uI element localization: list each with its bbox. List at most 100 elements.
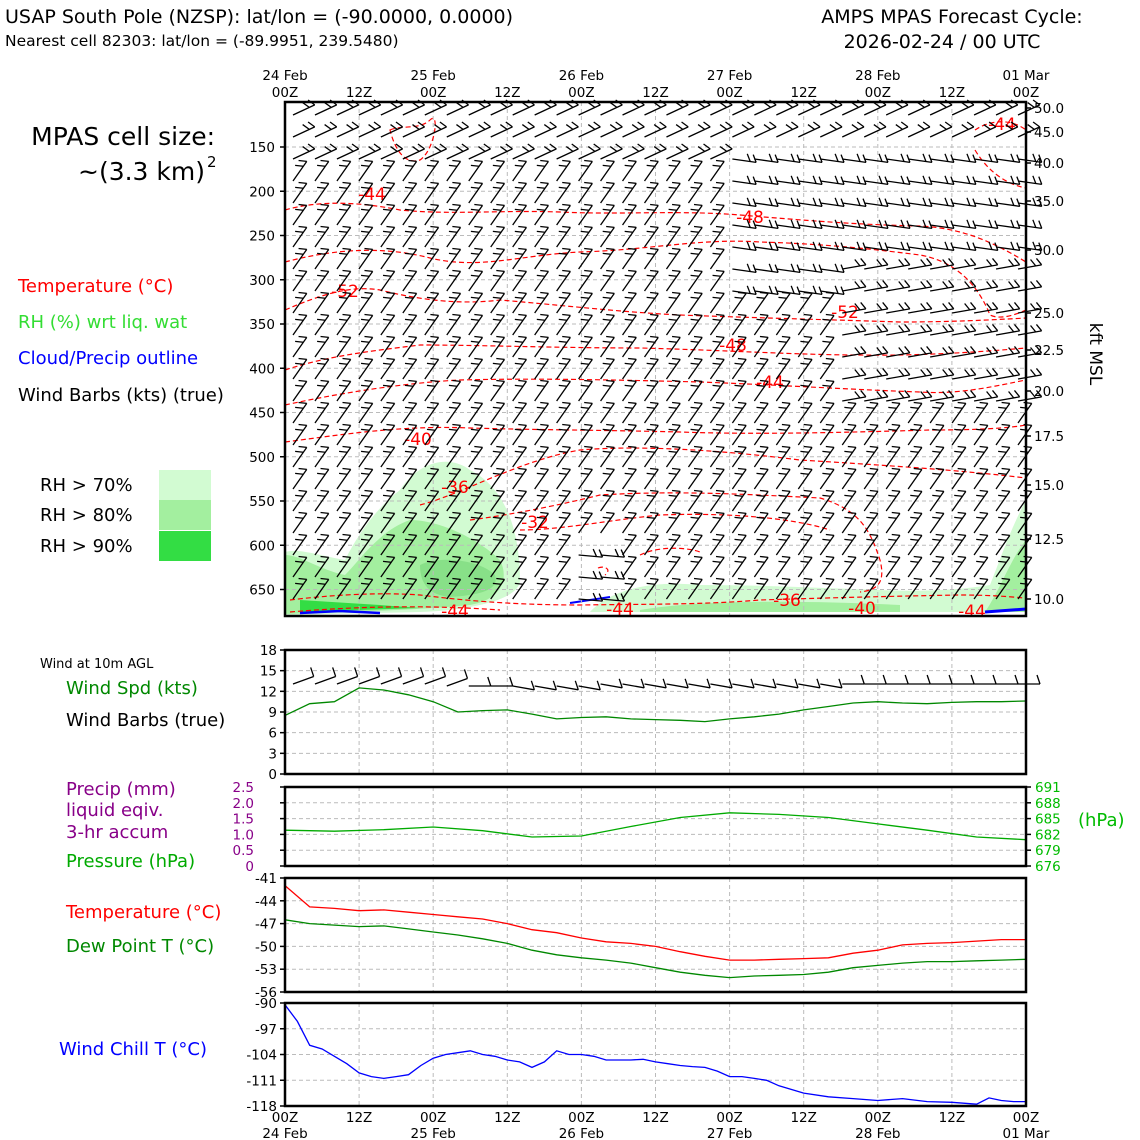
wind-barb-staff <box>709 424 725 446</box>
wind-barb <box>424 423 440 446</box>
wind-barb <box>687 555 703 578</box>
wind-barb <box>292 577 308 600</box>
wind-barb-staff <box>446 336 462 358</box>
wind-barb-flag <box>895 124 903 130</box>
wind-barb-flag <box>693 533 703 536</box>
wind-barb-staff <box>556 270 571 292</box>
wind-barb-staff <box>665 578 681 600</box>
wind-barb-staff <box>1017 352 1042 358</box>
wind-barb-flag <box>756 384 765 387</box>
wind-barb-flag <box>715 445 725 448</box>
wind-barb-flag <box>900 153 905 162</box>
wind-barb-staff <box>512 160 527 182</box>
wind-barb-flag <box>492 538 502 541</box>
wind-barb-staff <box>841 512 857 534</box>
wind-barb-flag <box>866 582 875 585</box>
wind-barb-staff <box>665 380 681 402</box>
wind-barb-flag <box>452 555 461 558</box>
wind-barb-flag <box>536 318 546 321</box>
wind-barb-flag <box>844 560 853 563</box>
wind-barb-staff <box>688 126 711 138</box>
wind-barb <box>292 121 316 138</box>
wind-barb-flag <box>580 208 589 211</box>
wind-barb-flag <box>926 368 933 376</box>
wind-barb-staff <box>468 512 484 534</box>
wind-barb <box>930 153 955 163</box>
wind-barb-flag <box>646 296 655 299</box>
wind-barb <box>732 263 757 273</box>
wind-barb-flag <box>448 472 458 475</box>
wind-barb-flag <box>360 318 370 321</box>
wind-barb-flag <box>935 511 944 514</box>
wind-barb-flag <box>426 384 436 387</box>
wind-barb-flag <box>342 269 351 272</box>
wind-barb-flag <box>628 489 637 492</box>
wind-barb <box>292 379 308 402</box>
wind-barb-flag <box>518 203 527 206</box>
wind-barb <box>995 368 1021 380</box>
wind-barb-flag <box>562 357 571 360</box>
surface-wind-barb <box>930 674 953 685</box>
wind-barb-flag <box>408 423 417 426</box>
wind-barb-staff <box>995 534 1011 556</box>
wind-barb-staff <box>908 246 933 251</box>
wind-barb-staff <box>732 104 755 116</box>
wind-barb <box>490 467 506 490</box>
wind-barb-flag <box>891 445 901 448</box>
wind-barb <box>600 467 615 490</box>
wind-barb-staff <box>797 292 813 314</box>
wind-barb-staff <box>490 468 506 490</box>
wind-barb-flag <box>712 230 721 233</box>
wind-barb-flag <box>778 362 787 365</box>
wind-barb-staff <box>600 598 625 602</box>
wind-barb-flag <box>562 467 571 470</box>
wind-barb-staff <box>578 468 593 490</box>
wind-barb-flag <box>675 146 684 152</box>
wind-barb-flag <box>671 445 681 448</box>
bottom-date-label: 24 Feb <box>262 1126 307 1140</box>
wind-barb-staff <box>886 286 910 292</box>
wind-barb-staff <box>534 446 549 468</box>
rh-legend-swatch <box>159 531 211 561</box>
wind-barb-flag <box>492 230 502 233</box>
wind-barb-flag <box>606 335 615 338</box>
wind-barb-flag <box>988 197 993 206</box>
wind-barb <box>798 197 823 207</box>
wind-barb-flag <box>602 230 611 233</box>
wind-barb-flag <box>1035 324 1043 332</box>
wind-barb-flag <box>768 219 773 228</box>
wind-barb <box>687 247 703 270</box>
wind-barb-flag <box>474 555 483 558</box>
wind-barb-staff <box>995 264 1020 270</box>
wind-barb <box>490 313 506 336</box>
wind-barb-flag <box>492 186 502 189</box>
wind-barb-flag <box>562 181 571 184</box>
wind-barb <box>973 533 989 556</box>
wind-barb-flag <box>668 472 677 475</box>
wind-barb <box>819 555 835 578</box>
wind-barb-flag <box>317 318 326 321</box>
surface-wind-barb <box>886 674 909 685</box>
wind-barb <box>797 379 813 402</box>
wind-barb <box>468 313 484 336</box>
surface-wind-barb <box>292 667 315 685</box>
wind-barb-flag <box>408 533 417 536</box>
wind-barb-staff <box>358 358 374 380</box>
wind-barb <box>446 467 462 490</box>
wind-barb-staff <box>886 224 911 229</box>
wind-barb-flag <box>360 274 370 277</box>
wind-barb-flag <box>1013 346 1021 354</box>
wind-barb-flag <box>712 340 721 343</box>
wind-barb-staff <box>556 556 571 578</box>
wind-barb-flag <box>781 379 791 382</box>
wind-barb-staff <box>776 158 801 163</box>
wind-barb <box>687 401 703 424</box>
wind-barb <box>424 247 440 270</box>
wind-barb-flag <box>781 555 791 558</box>
wind-barb-staff <box>622 424 637 446</box>
wind-barb-flag <box>624 318 633 321</box>
wind-barb <box>775 467 791 490</box>
wind-barb <box>468 335 484 358</box>
wind-barb-staff <box>841 534 857 556</box>
windchill-panel-frame <box>283 1001 1028 1108</box>
